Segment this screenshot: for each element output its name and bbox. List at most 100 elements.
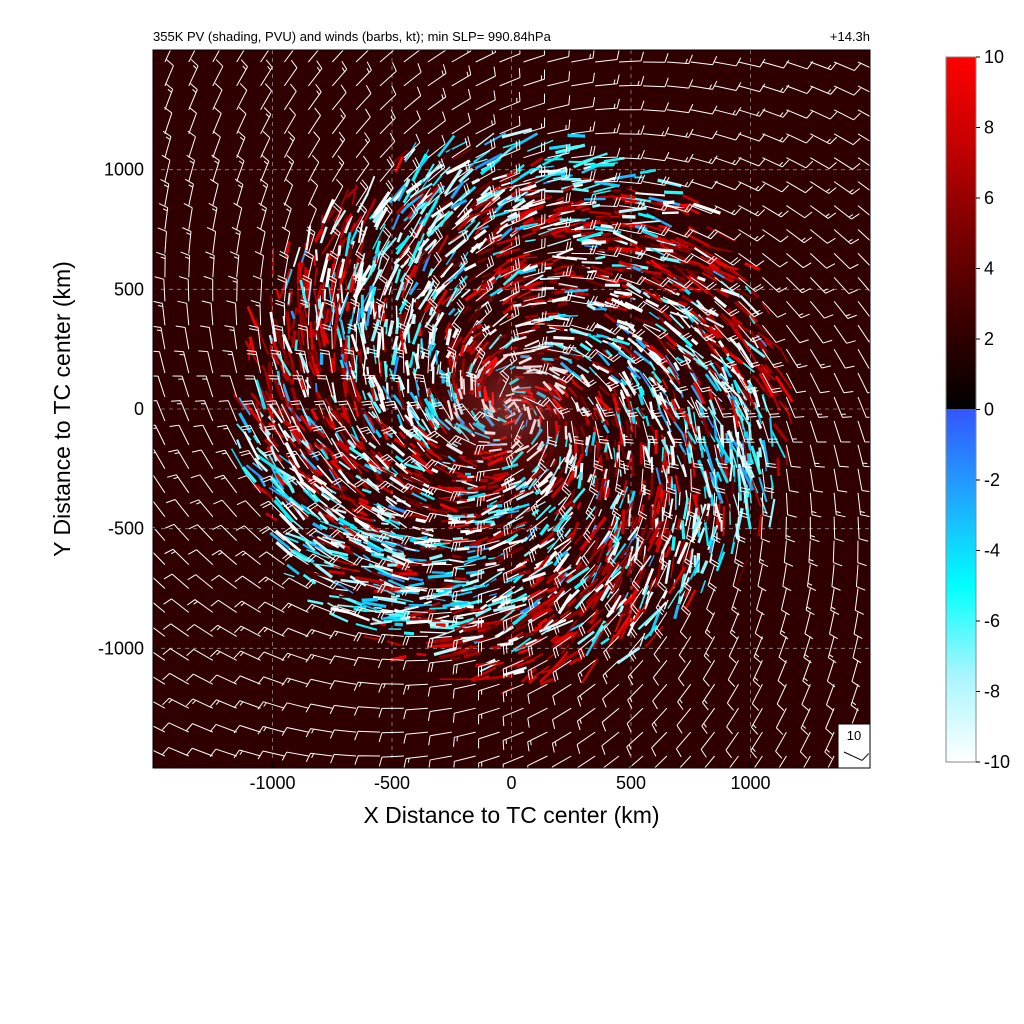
- pv-cell: [380, 506, 395, 514]
- pv-cell: [298, 352, 310, 374]
- pv-cell: [374, 454, 390, 470]
- pv-cell: [321, 229, 339, 255]
- pv-cell: [332, 330, 338, 349]
- pv-cell: [268, 487, 296, 505]
- pv-cell: [319, 253, 331, 283]
- pv-cell: [600, 555, 614, 577]
- pv-cell: [287, 351, 295, 368]
- pv-cell: [679, 538, 683, 558]
- pv-cell: [476, 619, 505, 626]
- pv-cell: [585, 278, 606, 288]
- pv-cell: [366, 477, 380, 491]
- pv-cell: [528, 301, 547, 306]
- pv-cell: [407, 576, 424, 582]
- pv-cell: [474, 212, 494, 235]
- pv-cell: [274, 529, 302, 553]
- pv-cell: [684, 344, 705, 359]
- pv-cell: [492, 530, 503, 538]
- pv-cell: [557, 647, 584, 665]
- pv-cell: [596, 236, 621, 241]
- pv-cell: [576, 630, 595, 645]
- pv-cell: [743, 492, 748, 510]
- pv-cell: [602, 618, 613, 626]
- pv-cell: [637, 212, 655, 220]
- pv-cell: [345, 471, 355, 480]
- x-tick-label: -1000: [249, 773, 295, 793]
- pv-cell: [593, 271, 613, 277]
- pv-cell: [735, 452, 739, 464]
- pv-cell: [325, 508, 340, 522]
- pv-cell: [428, 620, 457, 624]
- pv-cell: [656, 307, 673, 322]
- y-tick-label: 0: [134, 399, 144, 419]
- pv-cell: [384, 430, 393, 439]
- pv-cell: [704, 268, 720, 280]
- pv-cell: [488, 556, 499, 560]
- pv-cell: [619, 603, 634, 617]
- pv-cell: [352, 399, 360, 417]
- pv-cell: [651, 281, 673, 295]
- pv-cell: [327, 305, 337, 331]
- pv-cell: [243, 431, 260, 461]
- pv-cell: [708, 399, 717, 416]
- pv-cell: [416, 441, 426, 453]
- pv-cell: [395, 339, 398, 351]
- pv-cell: [405, 506, 417, 511]
- pv-cell: [439, 651, 460, 660]
- pv-cell: [724, 493, 731, 512]
- pv-cell: [703, 326, 719, 340]
- pv-cell: [335, 431, 345, 445]
- pv-cell: [392, 335, 399, 351]
- pv-cell: [605, 349, 613, 358]
- pv-cell: [607, 546, 614, 558]
- pv-cell: [509, 592, 528, 605]
- pv-cell: [422, 163, 435, 183]
- pv-cell: [371, 410, 382, 425]
- pv-cell: [415, 517, 427, 524]
- pv-cell: [624, 320, 636, 332]
- pv-cell: [655, 483, 664, 498]
- pv-cell: [390, 443, 406, 457]
- pv-cell: [300, 357, 306, 374]
- pv-cell: [768, 498, 776, 528]
- pv-cell: [519, 222, 539, 228]
- pv-cell: [443, 168, 463, 196]
- pv-cell: [285, 420, 302, 436]
- pv-cell: [681, 546, 687, 572]
- pv-cell: [604, 283, 621, 287]
- pv-cell: [639, 168, 657, 175]
- pv-cell: [506, 168, 518, 177]
- pv-cell: [550, 634, 560, 643]
- pv-cell: [560, 643, 571, 655]
- pv-cell: [684, 232, 711, 248]
- pv-cell: [525, 226, 538, 230]
- pv-cell: [492, 604, 516, 613]
- pv-cell: [339, 412, 352, 424]
- pv-cell: [404, 416, 411, 425]
- pv-cell: [576, 502, 582, 510]
- pv-cell: [501, 290, 521, 306]
- pv-cell: [594, 195, 611, 199]
- pv-cell: [306, 474, 316, 485]
- pv-cell: [599, 585, 611, 602]
- pv-cell: [763, 363, 774, 375]
- pv-cell: [362, 285, 374, 304]
- pv-cell: [310, 542, 332, 555]
- pv-cell: [633, 374, 644, 398]
- pv-cell: [314, 249, 319, 261]
- pv-cell: [621, 509, 626, 535]
- pv-cell: [661, 507, 664, 522]
- pv-cell: [539, 677, 554, 686]
- pv-cell: [595, 255, 606, 260]
- pv-cell: [678, 491, 681, 506]
- pv-cell: [672, 420, 684, 434]
- pv-cell: [707, 479, 715, 495]
- pv-cell: [599, 454, 603, 472]
- pv-cell: [590, 541, 607, 559]
- pv-cell: [528, 675, 538, 684]
- pv-cell: [716, 532, 718, 542]
- pv-cell: [682, 194, 700, 204]
- pv-cell: [611, 341, 622, 351]
- pv-cell: [368, 441, 377, 449]
- pv-cell: [544, 189, 564, 193]
